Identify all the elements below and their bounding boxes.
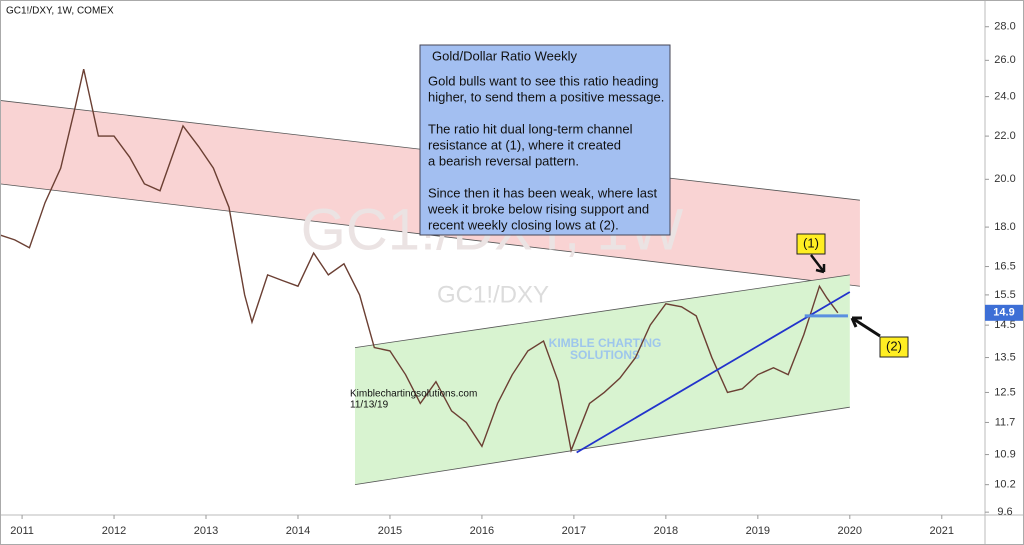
y-tick-label: 20.0 bbox=[994, 173, 1015, 185]
chart-title: GC1!/DXY, 1W, COMEX bbox=[6, 6, 114, 17]
x-tick-label: 2011 bbox=[10, 525, 34, 537]
text-box-line: Gold bulls want to see this ratio headin… bbox=[428, 73, 659, 88]
logo-text: SOLUTIONS bbox=[570, 348, 640, 362]
arrow bbox=[810, 254, 826, 274]
text-box bbox=[419, 44, 671, 236]
y-tick-label: 9.6 bbox=[997, 506, 1012, 518]
y-tick-label: 28.0 bbox=[994, 21, 1015, 33]
channel-band bbox=[355, 274, 850, 485]
credit: Kimblechartingsolutions.com bbox=[350, 389, 477, 400]
text-box-line: a bearish reversal pattern. bbox=[428, 153, 579, 168]
text-box-line: Since then it has been weak, where last bbox=[428, 185, 657, 200]
watermark-sub: GC1!/DXY bbox=[437, 281, 549, 308]
marker-box bbox=[796, 233, 826, 255]
x-tick-label: 2013 bbox=[194, 525, 218, 537]
price-line bbox=[0, 68, 839, 453]
x-tick-label: 2017 bbox=[562, 525, 586, 537]
x-tick-label: 2014 bbox=[286, 525, 310, 537]
y-tick-label: 26.0 bbox=[994, 54, 1015, 66]
channel-line bbox=[354, 274, 850, 348]
last-price-box bbox=[985, 304, 1024, 321]
x-tick-label: 2015 bbox=[378, 525, 402, 537]
last-price-label: 14.9 bbox=[993, 307, 1014, 319]
logo-text: KIMBLE CHARTING bbox=[549, 336, 662, 350]
marker-box bbox=[879, 336, 909, 358]
text-box-line: resistance at (1), where it created bbox=[428, 137, 621, 152]
credit: 11/13/19 bbox=[350, 400, 389, 411]
text-box-line: higher, to send them a positive message. bbox=[428, 89, 664, 104]
y-tick-label: 10.2 bbox=[994, 479, 1015, 491]
x-tick-label: 2012 bbox=[102, 525, 126, 537]
x-tick-label: 2019 bbox=[746, 525, 770, 537]
y-tick-label: 22.0 bbox=[994, 130, 1015, 142]
marker-label: (2) bbox=[886, 338, 902, 353]
text-box-line: recent weekly closing lows at (2). bbox=[428, 217, 619, 232]
x-tick-label: 2018 bbox=[654, 525, 678, 537]
x-tick-label: 2021 bbox=[930, 525, 954, 537]
y-tick-label: 15.5 bbox=[994, 289, 1015, 301]
y-tick-label: 24.0 bbox=[994, 91, 1015, 103]
channel-line bbox=[354, 406, 850, 486]
text-box-line: The ratio hit dual long-term channel bbox=[428, 121, 633, 136]
y-tick-label: 18.0 bbox=[994, 221, 1015, 233]
x-tick-label: 2020 bbox=[838, 525, 862, 537]
marker-label: (1) bbox=[803, 235, 819, 250]
y-tick-label: 10.9 bbox=[994, 448, 1015, 460]
text-box-line: week it broke below rising support and bbox=[427, 201, 649, 216]
y-tick-label: 14.5 bbox=[994, 319, 1015, 331]
y-tick-label: 13.5 bbox=[994, 351, 1015, 363]
x-tick-label: 2016 bbox=[470, 525, 494, 537]
arrow bbox=[850, 316, 881, 338]
y-tick-label: 12.5 bbox=[994, 386, 1015, 398]
y-tick-label: 11.7 bbox=[995, 416, 1016, 428]
y-tick-label: 16.5 bbox=[994, 260, 1015, 272]
text-box-title: Gold/Dollar Ratio Weekly bbox=[432, 48, 577, 63]
trendline bbox=[576, 291, 851, 454]
